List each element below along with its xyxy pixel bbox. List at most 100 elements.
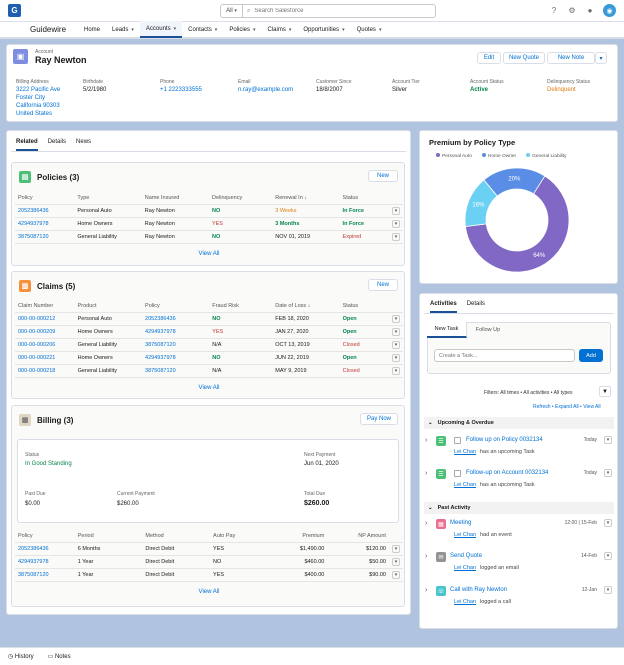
nav-accounts[interactable]: Accounts ▾ <box>139 21 183 38</box>
col-np-amount[interactable]: NP Amount <box>327 530 389 543</box>
col-status[interactable]: Status <box>339 192 389 205</box>
col-policy[interactable]: Policy <box>142 300 210 313</box>
address-line[interactable]: California 90303 <box>16 103 60 109</box>
nav-opportunities[interactable]: Opportunities ▾ <box>297 21 350 38</box>
policy-link[interactable]: 3875087120 <box>15 568 75 582</box>
claim-link[interactable]: 000-00-000221 <box>15 351 75 365</box>
policies-title[interactable]: Policies (3) <box>37 172 80 182</box>
chevron-right-icon[interactable]: › <box>425 470 428 477</box>
tab-activities[interactable]: Activities <box>430 301 457 313</box>
col-auto-pay[interactable]: Auto Pay <box>210 530 270 543</box>
history-item[interactable]: ◷ History <box>8 653 34 660</box>
user-avatar[interactable]: ◉ <box>603 4 616 17</box>
policy-link[interactable]: 3875087120 <box>142 338 210 352</box>
address-line[interactable]: Foster City <box>16 95 46 101</box>
nav-claims[interactable]: Claims ▾ <box>262 21 298 38</box>
col-type[interactable]: Type <box>74 192 142 205</box>
chevron-down-icon[interactable]: ▾ <box>391 557 400 566</box>
claim-link[interactable]: 000-00-000206 <box>15 338 75 352</box>
pay-now-button[interactable]: Pay Now <box>360 413 398 425</box>
claim-link[interactable]: 000-00-000209 <box>15 325 75 339</box>
policies-view-all[interactable]: View All <box>198 251 220 257</box>
chevron-down-icon[interactable]: ▾ <box>391 314 400 323</box>
activity-title[interactable]: Follow up on Policy 0032134 <box>466 437 543 443</box>
activity-title[interactable]: Meeting <box>450 520 472 526</box>
activity-links[interactable]: Refresh • Expand All • View All <box>533 404 601 410</box>
app-logo[interactable]: G <box>8 4 21 17</box>
policy-link[interactable]: 2052386436 <box>15 204 75 218</box>
col-name-insured[interactable]: Name Insured <box>141 192 209 205</box>
chevron-down-icon[interactable]: ▾ <box>253 26 256 33</box>
create-task-input[interactable] <box>434 349 575 362</box>
chevron-down-icon[interactable]: ▾ <box>342 26 345 33</box>
col-premium[interactable]: Premium <box>269 530 328 543</box>
activity-owner-link[interactable]: Lei Chan <box>454 599 477 605</box>
chevron-down-icon[interactable]: ▾ <box>604 552 612 560</box>
chevron-down-icon[interactable]: ▾ <box>604 469 612 477</box>
billing-title[interactable]: Billing (3) <box>37 415 74 425</box>
col-policy[interactable]: Policy <box>15 192 75 205</box>
col-delinquency[interactable]: Delinquency <box>208 192 273 205</box>
edit-button[interactable]: Edit <box>477 52 501 64</box>
filter-icon[interactable]: ▼ <box>599 386 611 397</box>
tab-news[interactable]: News <box>76 139 92 145</box>
chevron-down-icon[interactable]: ▾ <box>391 219 400 228</box>
chevron-down-icon[interactable]: ▾ <box>288 26 292 33</box>
bell-icon[interactable]: ● <box>587 6 593 15</box>
past-section-header[interactable]: ⌄ Past Activity <box>424 502 614 514</box>
col-product[interactable]: Product <box>74 300 143 313</box>
billing-view-all[interactable]: View All <box>198 589 220 595</box>
new-policy-button[interactable]: New <box>368 170 398 182</box>
address-line[interactable]: 3222 Pacific Ave <box>16 87 61 93</box>
nav-contacts[interactable]: Contacts ▾ <box>182 21 223 38</box>
chevron-down-icon[interactable]: ▾ <box>391 366 400 375</box>
help-icon[interactable]: ? <box>551 6 557 15</box>
tab-related[interactable]: Related <box>16 139 38 151</box>
policy-link[interactable]: 4294937978 <box>142 351 210 365</box>
donut-slice-personal-auto[interactable] <box>464 175 570 272</box>
address-line[interactable]: United States <box>16 111 53 117</box>
policy-link[interactable]: 3875087120 <box>142 364 210 378</box>
chevron-down-icon[interactable]: ▾ <box>604 519 612 527</box>
policy-link[interactable]: 4294937978 <box>15 555 75 569</box>
chevron-right-icon[interactable]: › <box>425 437 428 444</box>
chevron-down-icon[interactable]: ▾ <box>391 232 400 241</box>
activity-owner-link[interactable]: Lei Chan <box>454 449 477 455</box>
chevron-down-icon[interactable]: ▾ <box>391 570 400 579</box>
chevron-down-icon[interactable]: ▾ <box>604 586 612 594</box>
subtab-new-task[interactable]: New Task <box>427 322 467 338</box>
activity-owner-link[interactable]: Lei Chan <box>454 482 477 488</box>
nav-home[interactable]: Home <box>78 21 106 38</box>
chevron-down-icon[interactable]: ▾ <box>214 26 218 33</box>
col-policy[interactable]: Policy <box>15 530 75 543</box>
policy-link[interactable]: 4294937978 <box>15 217 75 231</box>
tab-details[interactable]: Details <box>47 139 67 145</box>
claim-link[interactable]: 000-00-000218 <box>15 364 75 378</box>
chevron-right-icon[interactable]: › <box>425 520 428 527</box>
search-scope-select[interactable]: All ▾ <box>221 5 243 17</box>
claims-view-all[interactable]: View All <box>198 385 220 391</box>
col-period[interactable]: Period <box>74 530 143 543</box>
chevron-down-icon[interactable]: ▾ <box>391 327 400 336</box>
nav-quotes[interactable]: Quotes ▾ <box>351 21 388 38</box>
phone-link[interactable]: +1 2223333555 <box>160 87 202 93</box>
chevron-down-icon[interactable]: ▾ <box>131 26 134 33</box>
tab-activity-details[interactable]: Details <box>466 301 486 307</box>
add-task-button[interactable]: Add <box>579 349 603 362</box>
claim-link[interactable]: 000-00-000212 <box>15 312 75 326</box>
chevron-down-icon[interactable]: ▾ <box>604 436 612 444</box>
activity-title[interactable]: Send Quote <box>450 553 483 559</box>
chevron-right-icon[interactable]: › <box>425 553 428 560</box>
col-date-of-loss[interactable]: Date of Loss ↓ <box>272 300 340 313</box>
nav-leads[interactable]: Leads ▾ <box>106 21 140 38</box>
new-note-button[interactable]: New Note <box>547 52 595 64</box>
activity-owner-link[interactable]: Lei Chan <box>454 532 477 538</box>
subtab-follow-up[interactable]: Follow Up <box>468 322 508 338</box>
new-claim-button[interactable]: New <box>368 279 398 291</box>
activity-filters[interactable]: Filters: All times • All activities • Al… <box>484 390 573 396</box>
activity-owner-link[interactable]: Lei Chan <box>454 565 477 571</box>
col-renewal[interactable]: Renewal In ↓ <box>272 192 340 205</box>
task-checkbox[interactable] <box>454 437 461 444</box>
task-checkbox[interactable] <box>454 470 461 477</box>
activity-title[interactable]: Follow-up on Account 0032134 <box>466 470 549 476</box>
